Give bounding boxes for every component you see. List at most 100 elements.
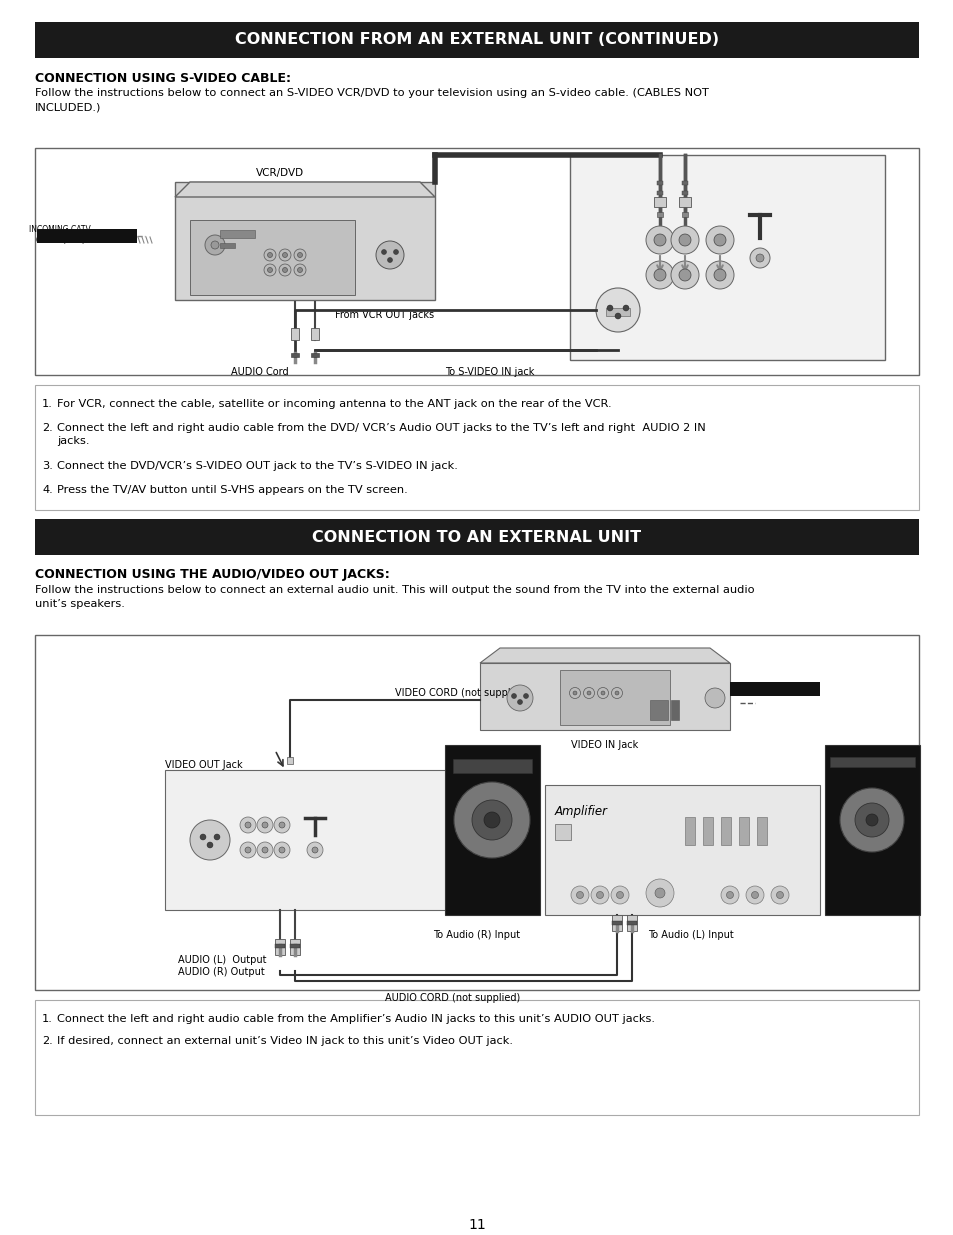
Bar <box>720 818 730 845</box>
Text: AUDIO CORD (not supplied): AUDIO CORD (not supplied) <box>384 993 519 1003</box>
Text: 4.: 4. <box>42 485 53 495</box>
Text: 11: 11 <box>468 1218 485 1233</box>
Bar <box>220 243 234 248</box>
Text: From VCR OUT jacks: From VCR OUT jacks <box>335 310 434 320</box>
Circle shape <box>600 692 604 695</box>
Bar <box>684 818 695 845</box>
Circle shape <box>213 834 220 840</box>
Bar <box>444 745 539 915</box>
Text: CONNECTION USING THE AUDIO/VIDEO OUT JACKS:: CONNECTION USING THE AUDIO/VIDEO OUT JAC… <box>35 568 390 580</box>
Circle shape <box>751 892 758 899</box>
Circle shape <box>745 885 763 904</box>
Bar <box>757 818 766 845</box>
Circle shape <box>615 312 620 319</box>
Bar <box>829 757 914 767</box>
Circle shape <box>262 823 268 827</box>
Circle shape <box>679 269 690 282</box>
Bar <box>35 519 918 555</box>
Text: Follow the instructions below to connect an S-VIDEO VCR/DVD to your television u: Follow the instructions below to connect… <box>35 88 708 112</box>
Text: CONNECTION USING S-VIDEO CABLE:: CONNECTION USING S-VIDEO CABLE: <box>35 72 291 85</box>
Polygon shape <box>174 182 435 198</box>
Text: Amplifier: Amplifier <box>555 805 607 818</box>
Bar <box>37 228 137 243</box>
Circle shape <box>245 847 251 853</box>
Circle shape <box>704 688 724 708</box>
Bar <box>555 824 571 840</box>
Circle shape <box>240 842 255 858</box>
Text: VIDEO OUT Jack: VIDEO OUT Jack <box>165 760 242 769</box>
Circle shape <box>294 249 306 261</box>
Text: To S-VIDEO IN jack: To S-VIDEO IN jack <box>445 367 534 377</box>
Bar <box>681 182 687 185</box>
Bar <box>290 939 299 955</box>
Text: 1.: 1. <box>42 1014 53 1024</box>
Circle shape <box>264 264 275 275</box>
Circle shape <box>571 885 588 904</box>
Bar <box>559 671 669 725</box>
Circle shape <box>590 885 608 904</box>
Circle shape <box>245 823 251 827</box>
Text: Connect the DVD/VCR’s S-VIDEO OUT jack to the TV’s S-VIDEO IN jack.: Connect the DVD/VCR’s S-VIDEO OUT jack t… <box>57 461 457 471</box>
Bar <box>679 198 690 207</box>
Bar <box>190 220 355 295</box>
Text: For VCR, connect the cable, satellite or incoming antenna to the ANT jack on the: For VCR, connect the cable, satellite or… <box>57 399 611 409</box>
Circle shape <box>297 252 302 258</box>
Bar <box>290 944 299 948</box>
Circle shape <box>776 892 782 899</box>
Circle shape <box>307 842 323 858</box>
Circle shape <box>278 847 285 853</box>
Circle shape <box>654 233 665 246</box>
Text: 2.: 2. <box>42 424 53 433</box>
Circle shape <box>262 847 268 853</box>
Bar <box>612 915 621 931</box>
Circle shape <box>726 892 733 899</box>
Bar <box>311 329 318 340</box>
Bar <box>824 745 919 915</box>
Circle shape <box>670 226 699 254</box>
Text: Press the TV/AV button until S-VHS appears on the TV screen.: Press the TV/AV button until S-VHS appea… <box>57 485 407 495</box>
Circle shape <box>713 269 725 282</box>
Circle shape <box>645 261 673 289</box>
Circle shape <box>282 268 287 273</box>
Bar <box>657 212 662 217</box>
Circle shape <box>240 818 255 832</box>
Circle shape <box>506 685 533 711</box>
Text: CONNECTION TO AN EXTERNAL UNIT: CONNECTION TO AN EXTERNAL UNIT <box>313 530 640 545</box>
Text: Connect the left and right audio cable from the Amplifier’s Audio IN jacks to th: Connect the left and right audio cable f… <box>57 1014 655 1024</box>
Circle shape <box>616 892 623 899</box>
Bar <box>35 22 918 58</box>
Bar <box>544 785 820 915</box>
Text: 1.: 1. <box>42 399 53 409</box>
Circle shape <box>645 879 673 906</box>
Circle shape <box>854 803 888 837</box>
Circle shape <box>312 847 317 853</box>
Circle shape <box>294 264 306 275</box>
Circle shape <box>381 249 386 254</box>
Circle shape <box>679 233 690 246</box>
Bar <box>291 353 298 357</box>
Circle shape <box>387 258 392 263</box>
Circle shape <box>865 814 877 826</box>
Circle shape <box>454 782 530 858</box>
Circle shape <box>205 235 225 254</box>
Circle shape <box>586 692 590 695</box>
Circle shape <box>713 233 725 246</box>
Circle shape <box>573 692 577 695</box>
Bar <box>274 944 285 948</box>
Bar <box>274 939 285 955</box>
Circle shape <box>264 249 275 261</box>
Bar <box>739 818 748 845</box>
Circle shape <box>207 842 213 848</box>
Circle shape <box>511 694 516 699</box>
Bar <box>729 682 820 697</box>
Circle shape <box>517 699 522 704</box>
Bar <box>681 191 687 195</box>
Circle shape <box>267 268 273 273</box>
Circle shape <box>200 834 206 840</box>
Circle shape <box>282 252 287 258</box>
Circle shape <box>611 688 622 699</box>
Text: Follow the instructions below to connect an external audio unit. This will outpu: Follow the instructions below to connect… <box>35 585 754 609</box>
Circle shape <box>705 261 733 289</box>
Text: Connect the left and right audio cable from the DVD/ VCR’s Audio OUT jacks to th: Connect the left and right audio cable f… <box>57 424 705 446</box>
Text: To Audio (R) Input: To Audio (R) Input <box>433 930 519 940</box>
